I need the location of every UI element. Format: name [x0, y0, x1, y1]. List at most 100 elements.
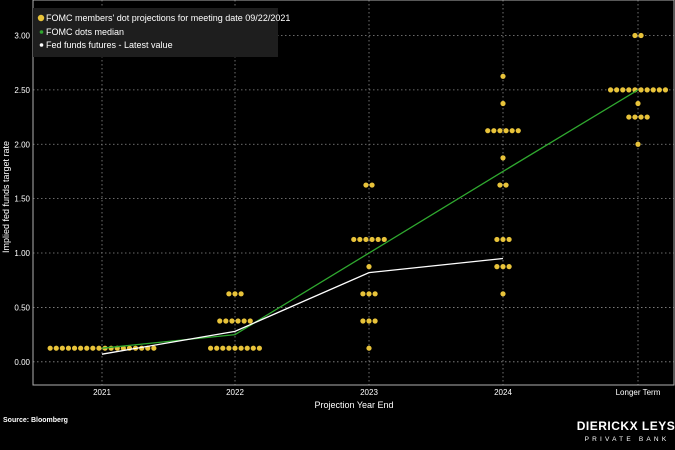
x-tick-label: Longer Term [616, 388, 661, 397]
projection-dot [626, 87, 632, 93]
grid [33, 0, 675, 385]
projection-dot [53, 345, 59, 351]
projection-dot [360, 291, 366, 297]
legend-median-marker [39, 30, 44, 34]
projection-dot [638, 32, 644, 39]
projection-dot [372, 318, 378, 324]
projection-dot [214, 345, 220, 351]
projection-dot [59, 345, 65, 351]
projection-dot [503, 182, 509, 188]
plot-frame [32, 0, 675, 386]
projection-dot [375, 236, 381, 243]
projection-dot [607, 87, 614, 93]
y-tick-label: 0.50 [14, 303, 30, 312]
projection-dot [500, 236, 506, 243]
axes: 0.00 0.50 1.00 1.50 2.00 2.50 3.00 2021 2022 2023… [14, 0, 675, 397]
projection-dot [78, 345, 84, 351]
projection-dot [500, 100, 506, 107]
x-tick-label: 2022 [226, 388, 244, 397]
projection-dot [357, 236, 363, 243]
projection-dot [108, 345, 114, 351]
x-tick-label: 2023 [360, 388, 378, 397]
y-tick-label: 1.50 [14, 195, 30, 204]
projection-dot [366, 345, 372, 351]
projection-dot [363, 182, 369, 188]
projection-dot [366, 264, 372, 270]
projection-dot [223, 318, 229, 324]
projection-dot [500, 291, 506, 297]
projection-dot [220, 345, 226, 351]
y-tick-label: 2.50 [14, 86, 30, 95]
brand-name: DIERICKX LEYS [577, 419, 675, 433]
projection-dot [372, 291, 378, 297]
projection-dot [363, 236, 369, 243]
projection-dot [71, 345, 78, 351]
projection-dot [250, 345, 256, 351]
projection-dot [229, 318, 235, 324]
projection-dot [485, 128, 491, 134]
projection-dot [235, 318, 241, 324]
legend-futures-label: Fed funds futures - Latest value [46, 40, 173, 50]
projection-dot [506, 236, 512, 243]
projection-dot [256, 345, 262, 351]
projection-dot [638, 114, 644, 120]
projection-dot [232, 345, 238, 351]
projection-dot [626, 114, 632, 120]
projection-dot [90, 345, 96, 351]
projection-dot [226, 345, 232, 351]
projection-dot [515, 128, 521, 134]
projection-dot [506, 264, 512, 270]
legend: FOMC members' dot projections for meetin… [33, 8, 290, 57]
y-tick-label: 1.00 [14, 249, 30, 258]
y-tick-label: 0.00 [14, 358, 30, 367]
projection-dot [638, 87, 644, 93]
projection-dot [47, 345, 53, 351]
projection-dot [151, 345, 157, 351]
projection-dot [232, 291, 238, 297]
projection-dot [632, 114, 638, 120]
projection-dot [369, 182, 375, 188]
x-tick-label: 2024 [494, 388, 512, 397]
projection-dot [632, 32, 638, 39]
projection-dot [120, 345, 126, 351]
x-tick-label: 2021 [93, 388, 111, 397]
y-tick-label: 2.00 [14, 140, 30, 149]
projection-dot [366, 291, 372, 297]
brand-tagline: PRIVATE BANK [585, 436, 670, 443]
projection-dot [500, 264, 506, 270]
projection-dot [620, 87, 626, 93]
projection-dot [65, 345, 72, 351]
projection-dot [217, 318, 223, 324]
projection-dot [509, 128, 515, 134]
legend-futures-marker [39, 43, 44, 47]
projection-dot [500, 155, 506, 161]
legend-median-label: FOMC dots median [46, 27, 124, 37]
brand-logo: DIERICKX LEYS PRIVATE BANK [577, 419, 675, 443]
projection-dot [238, 345, 244, 351]
projection-dot [208, 345, 214, 351]
projection-dot [491, 128, 497, 134]
projection-dot [644, 114, 650, 120]
projection-dot [247, 318, 253, 324]
projection-dot [84, 345, 90, 351]
legend-background [33, 8, 278, 57]
projection-dot [497, 128, 503, 134]
projection-dot [503, 128, 509, 134]
futures-line [101, 257, 504, 355]
projection-dot [644, 87, 650, 93]
projection-dot [351, 236, 357, 243]
projection-dot [497, 182, 503, 188]
projection-dot [635, 141, 641, 147]
x-axis-title: Projection Year End [314, 400, 393, 410]
projection-dot [614, 87, 620, 93]
projection-dot [241, 318, 247, 324]
projection-dot [381, 236, 387, 243]
plot-area [47, 32, 669, 355]
y-tick-label: 3.00 [14, 32, 30, 41]
projection-dot [635, 100, 641, 107]
projection-dot [650, 87, 656, 93]
projection-dot [494, 264, 500, 270]
projection-dot [226, 291, 232, 297]
